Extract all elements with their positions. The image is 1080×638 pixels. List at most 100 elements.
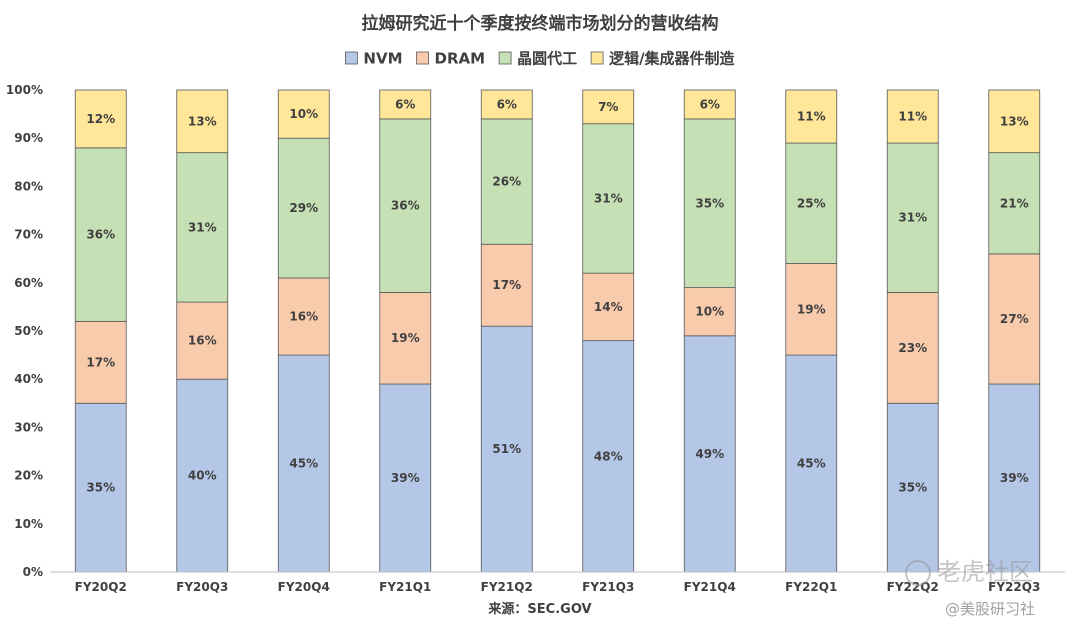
x-tick-label: FY21Q2 [481, 580, 533, 594]
data-label: 17% [492, 278, 521, 292]
data-label: 31% [594, 191, 623, 205]
bar-segment [277, 89, 330, 139]
legend-label: 晶圆代工 [517, 50, 577, 68]
data-label: 11% [797, 110, 826, 124]
data-label: 45% [289, 457, 318, 471]
y-tick-label: 20% [14, 469, 43, 483]
x-tick-label: FY22Q3 [988, 580, 1040, 594]
data-label: 35% [898, 481, 927, 495]
bar-segment [480, 118, 533, 245]
bar-segment [480, 89, 533, 120]
data-label: 35% [695, 196, 724, 210]
data-label: 36% [391, 199, 420, 213]
data-label: 10% [695, 305, 724, 319]
legend-label: DRAM [435, 50, 486, 68]
bar-segment [74, 320, 127, 404]
x-tick-label: FY22Q1 [785, 580, 837, 594]
y-tick-label: 40% [14, 372, 43, 386]
bar-segment [379, 383, 432, 573]
bar-segment [379, 118, 432, 293]
source-label: 来源：SEC.GOV [487, 601, 591, 617]
x-tick-label: FY21Q3 [582, 580, 634, 594]
data-label: 17% [86, 355, 115, 369]
legend-swatch [416, 51, 429, 65]
x-tick-label: FY22Q2 [887, 580, 939, 594]
bar-segment [886, 292, 939, 404]
bar-segment [480, 243, 533, 327]
data-label: 23% [898, 341, 927, 355]
data-label: 19% [797, 302, 826, 316]
data-label: 25% [797, 196, 826, 210]
y-tick-label: 0% [23, 565, 43, 579]
data-label: 10% [289, 107, 318, 121]
data-label: 31% [898, 211, 927, 225]
bar-segment [582, 89, 635, 125]
y-tick-label: 10% [14, 517, 43, 531]
data-label: 36% [86, 228, 115, 242]
data-label: 29% [289, 201, 318, 215]
y-tick-label: 30% [14, 420, 43, 434]
data-label: 16% [188, 334, 217, 348]
bar-segment [74, 89, 127, 149]
data-label: 48% [594, 449, 623, 463]
x-tick-label: FY20Q4 [278, 580, 330, 594]
data-label: 27% [1000, 312, 1029, 326]
data-label: 13% [188, 114, 217, 128]
data-label: 14% [594, 300, 623, 314]
data-label: 13% [1000, 114, 1029, 128]
bar-segment [683, 287, 736, 337]
bar-segment [886, 142, 939, 293]
data-label: 49% [695, 447, 724, 461]
bar-segment [683, 118, 736, 289]
legend-label: NVM [363, 50, 402, 68]
bar-segment [480, 325, 533, 573]
data-label: 12% [86, 112, 115, 126]
data-label: 26% [492, 175, 521, 189]
bar-segment [176, 89, 229, 154]
bar-segment [74, 402, 127, 573]
y-tick-label: 90% [14, 131, 43, 145]
y-tick-label: 50% [14, 324, 43, 338]
bar-segment [785, 89, 838, 144]
bar-segment [886, 89, 939, 144]
legend-swatch [590, 51, 604, 65]
bar-segment [988, 383, 1041, 573]
bar-segment [176, 301, 229, 380]
data-label: 39% [391, 471, 420, 485]
y-tick-label: 70% [14, 228, 43, 242]
bar-segment [988, 89, 1041, 154]
data-label: 45% [797, 457, 826, 471]
legend-swatch [345, 51, 358, 65]
data-label: 31% [188, 220, 217, 234]
chart-title: 拉姆研究近十个季度按终端市场划分的营收结构 [362, 13, 719, 34]
x-tick-label: FY21Q4 [684, 580, 736, 594]
bar-segment [785, 263, 838, 356]
data-label: 11% [898, 110, 927, 124]
bar-segment [683, 335, 736, 573]
bar-segment [277, 277, 330, 356]
y-tick-label: 80% [14, 179, 43, 193]
bar-segment [785, 354, 838, 573]
data-label: 19% [391, 331, 420, 345]
data-label: 7% [598, 100, 618, 114]
bar-segment [176, 152, 229, 303]
legend: NVM DRAM 晶圆代工 逻辑/集成器件制造 [345, 50, 735, 68]
legend-swatch [498, 51, 512, 65]
bar-segment [277, 137, 330, 279]
data-label: 39% [1000, 471, 1029, 485]
bar-segment [886, 402, 939, 573]
bar-segment [582, 340, 635, 573]
bar-segment [582, 123, 635, 274]
data-label: 16% [289, 310, 318, 324]
y-tick-label: 60% [14, 276, 43, 290]
data-label: 6% [395, 97, 415, 111]
data-label: 6% [497, 97, 517, 111]
bars: 35% 17% 36% 12% 40% 16% 31% 13% 45% 16% 29% 10% 39% 1… [74, 89, 1041, 573]
x-tick-label: FY20Q3 [176, 580, 228, 594]
x-tick-label: FY21Q1 [379, 580, 431, 594]
x-tick-label: FY20Q2 [75, 580, 127, 594]
bar-segment [683, 89, 736, 120]
data-label: 35% [86, 481, 115, 495]
